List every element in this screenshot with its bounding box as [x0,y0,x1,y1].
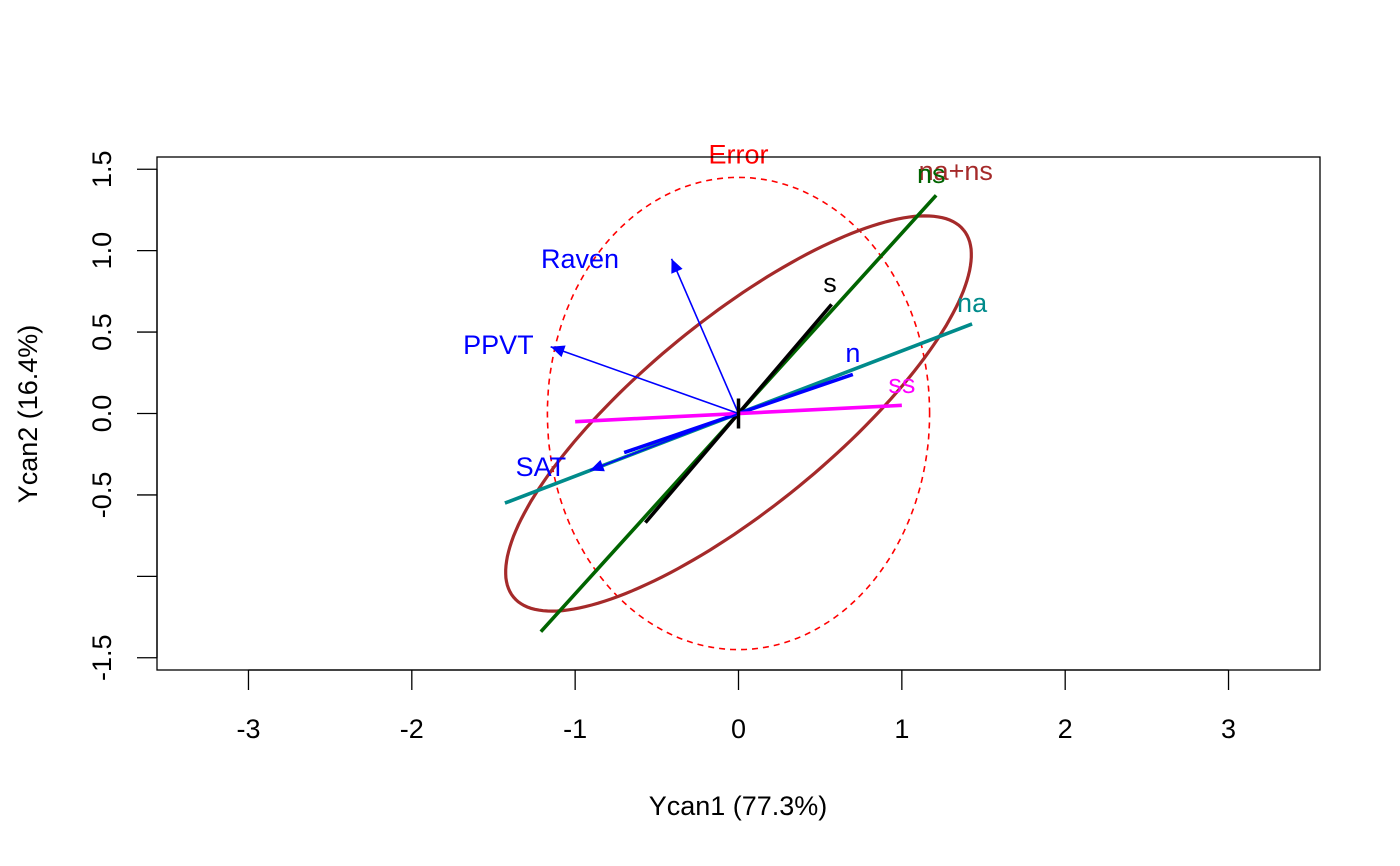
y-tick-label: 1.0 [87,232,117,270]
line-label-na: na [957,288,988,318]
x-tick-label: -3 [236,714,260,744]
vector-sat [589,412,739,472]
x-tick-label: -1 [563,714,587,744]
line-label-ns: ns [917,159,946,189]
x-axis: -3 -2 -1 0 1 2 3 [236,669,1236,744]
vector-arrowhead-ppvt [550,345,566,358]
y-axis-label: Ycan2 (16.4%) [13,325,43,504]
vector-raven [670,258,740,414]
line-label-s: s [823,268,837,298]
plot-marks [504,176,973,651]
y-tick-label: -1.5 [87,635,117,682]
x-tick-label: -2 [400,714,424,744]
y-tick-label: -0.5 [87,472,117,519]
line-label-n: n [845,338,860,368]
line-label-ss: ss [888,369,915,399]
x-axis-label: Ycan1 (77.3%) [649,791,828,821]
y-tick-label: 0.0 [87,395,117,433]
ellipse-label-error: Error [709,140,769,170]
vector-arrowhead-sat [589,459,605,472]
y-tick-label: 1.5 [87,150,117,188]
vector-arrowhead-raven [671,258,683,274]
vector-ppvt [550,345,739,415]
x-tick-label: 0 [731,714,746,744]
y-tick-label: 0.5 [87,313,117,351]
vector-label-ppvt: PPVT [463,330,534,360]
y-axis: -1.5 -0.5 0.0 0.5 1.0 1.5 [87,150,158,682]
ellipse-na-ns [504,214,973,613]
ellipse-label-na-ns: na+ns [919,156,993,186]
x-tick-label: 3 [1221,714,1236,744]
ellipse-error [546,176,931,651]
vector-label-raven: Raven [541,244,619,274]
x-tick-label: 2 [1058,714,1073,744]
x-tick-label: 1 [894,714,909,744]
vector-label-sat: SAT [516,452,567,482]
